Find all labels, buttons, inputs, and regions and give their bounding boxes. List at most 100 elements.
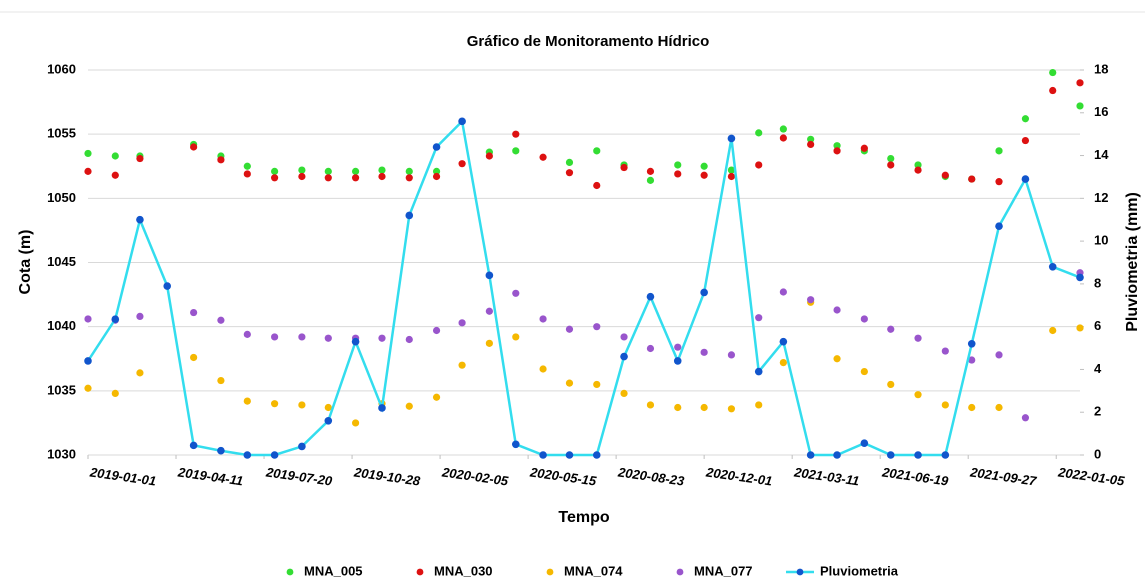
data-point (755, 314, 763, 322)
data-point (485, 307, 493, 315)
data-point (968, 403, 976, 412)
data-point (995, 351, 1003, 359)
data-point (620, 333, 628, 341)
data-point (860, 144, 868, 152)
data-point (968, 175, 976, 183)
data-point (243, 162, 251, 170)
line-marker (378, 404, 386, 412)
y2-tick-label: 6 (1094, 318, 1101, 333)
data-point (727, 351, 736, 359)
data-point (941, 401, 949, 409)
y-tick-label: 1040 (47, 318, 76, 333)
x-tick-label: 2019-01-01 (88, 464, 157, 488)
data-point (833, 147, 841, 155)
data-point (84, 384, 92, 392)
data-point (111, 389, 119, 397)
data-point (646, 167, 655, 175)
line-marker (432, 143, 441, 151)
data-point (271, 167, 279, 175)
data-point (190, 308, 198, 317)
line-marker (995, 222, 1003, 230)
data-point (995, 178, 1003, 186)
line-marker (243, 451, 252, 459)
data-point (941, 171, 949, 179)
y-tick-label: 1050 (47, 190, 76, 205)
data-point (593, 323, 601, 331)
data-point (458, 160, 466, 168)
data-point (405, 335, 413, 344)
data-point (1021, 136, 1030, 145)
data-point (565, 158, 574, 166)
data-point (432, 326, 441, 335)
data-point (136, 369, 144, 377)
data-point (593, 147, 601, 155)
data-point (674, 161, 682, 169)
data-point (620, 389, 628, 397)
data-point (779, 359, 787, 367)
data-point (485, 339, 493, 347)
data-point (217, 376, 225, 385)
data-point (512, 147, 520, 155)
y2-tick-label: 10 (1094, 233, 1108, 248)
legend-label: MNA_005 (304, 563, 363, 578)
data-point (1076, 102, 1084, 110)
legend-label: Pluviometria (820, 563, 899, 578)
data-point (646, 401, 655, 409)
x-tick-label: 2020-05-15 (528, 464, 598, 488)
data-point (190, 143, 198, 151)
data-point (136, 154, 144, 163)
data-point (914, 161, 922, 169)
data-point (727, 172, 736, 181)
x-tick-label: 2022-01-05 (1056, 464, 1126, 488)
line-marker (111, 315, 120, 323)
data-point (217, 316, 225, 324)
data-line (86, 118, 1081, 457)
y-tick-label: 1035 (47, 382, 76, 397)
line-marker (967, 339, 976, 348)
data-point (485, 152, 493, 160)
data-point (217, 156, 225, 164)
data-point (646, 344, 655, 353)
x-tick-label: 2021-06-19 (880, 464, 950, 488)
data-point (646, 176, 655, 184)
line-marker (806, 451, 815, 459)
data-point (914, 166, 922, 174)
data-point (833, 142, 841, 150)
x-axis-title: Tempo (558, 509, 609, 526)
line-marker (646, 292, 655, 301)
legend-swatch (546, 568, 554, 576)
data-point (271, 400, 279, 408)
data-point (1049, 326, 1057, 335)
y-tick-label: 1030 (47, 446, 76, 461)
line-marker (458, 117, 466, 126)
data-point (512, 333, 520, 341)
data-point (271, 174, 279, 182)
data-point (84, 315, 92, 323)
line-marker (914, 451, 922, 459)
data-point (243, 330, 251, 338)
data-point (593, 181, 601, 190)
data-point (243, 397, 251, 405)
line-marker (620, 352, 628, 361)
data-point (779, 288, 787, 296)
x-tick-label: 2019-10-28 (352, 464, 422, 488)
data-point (887, 380, 895, 389)
line-marker (1021, 175, 1030, 183)
data-point (995, 147, 1003, 155)
data-point (860, 315, 868, 323)
data-point (674, 170, 682, 178)
data-point (1076, 79, 1084, 87)
x-tick-label: 2019-04-11 (176, 464, 244, 488)
data-point (512, 130, 520, 138)
data-point (243, 170, 251, 178)
legend-swatch (796, 568, 804, 576)
legend-swatch (286, 568, 294, 576)
y-tick-label: 1045 (47, 254, 76, 269)
data-point (84, 167, 92, 175)
y2-tick-label: 16 (1094, 104, 1108, 119)
data-point (1049, 68, 1057, 77)
data-point (432, 172, 441, 181)
legend-label: MNA_077 (694, 563, 753, 578)
x-tick-label: 2020-02-05 (440, 464, 510, 488)
line-marker (84, 357, 92, 365)
